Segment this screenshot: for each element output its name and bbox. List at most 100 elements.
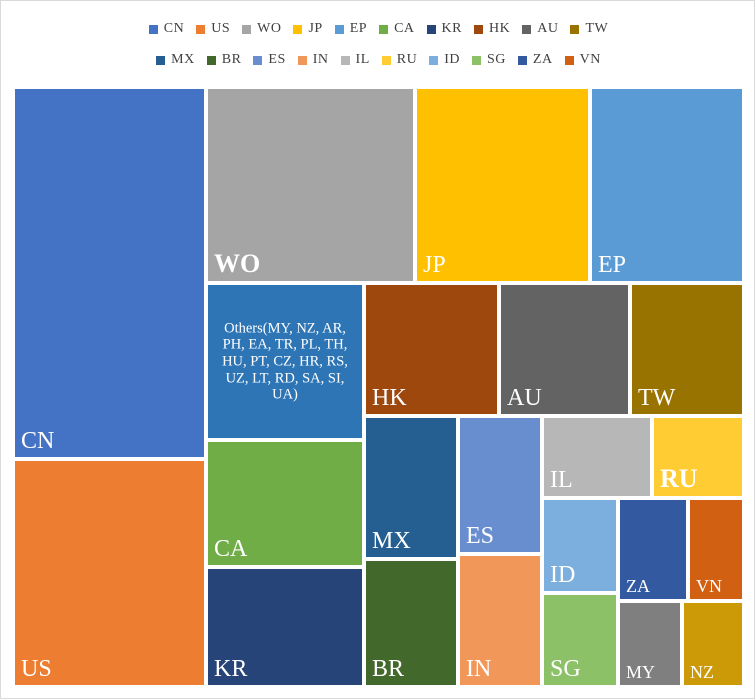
legend-label: US: [211, 21, 231, 36]
legend-item-mx: MX: [156, 52, 195, 68]
treemap-tile-kr: KR: [206, 567, 364, 687]
tile-label-in: IN: [466, 656, 492, 682]
legend-item-sg: SG: [472, 52, 506, 68]
legend-label: MX: [171, 52, 195, 67]
legend-label: WO: [257, 21, 282, 36]
tile-label-id: ID: [550, 562, 576, 588]
treemap-tile-wo: WO: [206, 87, 415, 283]
legend-label: SG: [487, 52, 506, 67]
tile-label-us: US: [21, 656, 52, 682]
treemap-tile-tw: TW: [630, 283, 744, 416]
legend-swatch: [473, 24, 483, 34]
legend-label: VN: [579, 52, 601, 67]
legend-item-br: BR: [206, 52, 242, 68]
legend-swatch: [297, 55, 307, 65]
legend-item-tw: TW: [570, 21, 608, 37]
legend-label: JP: [308, 21, 323, 36]
treemap-tile-il: IL: [542, 416, 652, 498]
legend-label: IN: [312, 52, 329, 67]
legend-swatch: [334, 24, 344, 34]
legend-item-ca: CA: [379, 21, 414, 37]
legend-label: KR: [441, 21, 462, 36]
legend-swatch: [253, 55, 263, 65]
treemap-tile-za: ZA: [618, 498, 688, 601]
legend-label: CA: [394, 21, 415, 36]
legend-label: ID: [444, 52, 460, 67]
treemap-tile-br: BR: [364, 559, 458, 687]
tile-label-za: ZA: [626, 576, 650, 596]
legend-swatch: [242, 24, 252, 34]
tile-label-tw: TW: [638, 385, 676, 411]
legend-swatch: [293, 24, 303, 34]
tile-label-hk: HK: [372, 385, 407, 411]
treemap-tile-mx: MX: [364, 416, 458, 559]
legend-label: ZA: [532, 52, 553, 67]
tile-label-jp: JP: [423, 252, 446, 278]
treemap-tile-nz: NZ: [682, 601, 744, 687]
tile-label-br: BR: [372, 656, 405, 682]
tile-label-wo: WO: [214, 249, 261, 278]
legend-swatch: [156, 55, 166, 65]
tile-label-mx: MX: [372, 528, 411, 554]
legend-label: RU: [396, 52, 418, 67]
legend-label: HK: [488, 21, 511, 36]
tile-label-my: MY: [626, 662, 656, 682]
legend-item-wo: WO: [242, 21, 281, 37]
legend-swatch: [564, 55, 574, 65]
treemap-tile-ru: RU: [652, 416, 744, 498]
legend-item-jp: JP: [293, 21, 322, 37]
legend-row: MX BR ES IN IL RU ID SG ZA VN: [1, 52, 755, 68]
legend-swatch: [570, 24, 580, 34]
treemap-tile-sg: SG: [542, 593, 618, 687]
legend-item-id: ID: [429, 52, 460, 68]
legend-item-au: AU: [522, 21, 558, 37]
treemap-tile-es: ES: [458, 416, 542, 554]
legend-row: CN US WO JP EP CA KR HK AU TW: [1, 21, 755, 37]
legend-label: CN: [163, 21, 185, 36]
legend-item-ru: RU: [381, 52, 418, 68]
legend-item-us: US: [196, 21, 230, 37]
treemap-tile-id: ID: [542, 498, 618, 593]
legend-item-ep: EP: [334, 21, 368, 37]
tile-label-ca: CA: [214, 536, 248, 562]
tile-label-au: AU: [507, 385, 542, 411]
legend-item-il: IL: [340, 52, 370, 68]
treemap-tile-cn: CN: [13, 87, 206, 459]
treemap-tile-au: AU: [499, 283, 630, 416]
legend-item-in: IN: [297, 52, 329, 68]
legend-label: TW: [585, 21, 609, 36]
legend-swatch: [426, 24, 436, 34]
legend-item-hk: HK: [473, 21, 511, 37]
treemap-tile-vn: VN: [688, 498, 744, 601]
legend-label: ES: [268, 52, 286, 67]
legend-swatch: [517, 55, 527, 65]
legend-label: AU: [537, 21, 559, 36]
tile-label-il: IL: [550, 467, 573, 493]
treemap-tile-in: IN: [458, 554, 542, 687]
treemap-plot-area: CN US WO JP EP Others(MY, NZ, AR, PH, EA, TR,…: [13, 87, 744, 687]
legend-swatch: [381, 55, 391, 65]
treemap-tile-ep: EP: [590, 87, 744, 283]
tile-label-ep: EP: [598, 252, 627, 278]
treemap-tile-others: Others(MY, NZ, AR, PH, EA, TR, PL, TH, H…: [206, 283, 364, 440]
legend-swatch: [522, 24, 532, 34]
legend-label: IL: [355, 52, 370, 67]
legend-swatch: [148, 24, 158, 34]
legend-swatch: [472, 55, 481, 65]
tile-label-sg: SG: [550, 656, 581, 682]
treemap-tile-hk: HK: [364, 283, 499, 416]
legend-label: EP: [349, 21, 368, 36]
treemap-tile-jp: JP: [415, 87, 590, 283]
treemap-tile-my: MY: [618, 601, 682, 687]
legend-label: BR: [221, 52, 242, 67]
legend-swatch: [196, 24, 206, 34]
legend-item-kr: KR: [426, 21, 462, 37]
legend-swatch: [379, 24, 389, 34]
tile-label-es: ES: [466, 523, 495, 549]
tile-label-vn: VN: [696, 576, 722, 596]
legend-swatch: [206, 55, 216, 65]
legend-item-es: ES: [253, 52, 285, 68]
treemap-tile-us: US: [13, 459, 206, 687]
treemap-tile-ca: CA: [206, 440, 364, 567]
